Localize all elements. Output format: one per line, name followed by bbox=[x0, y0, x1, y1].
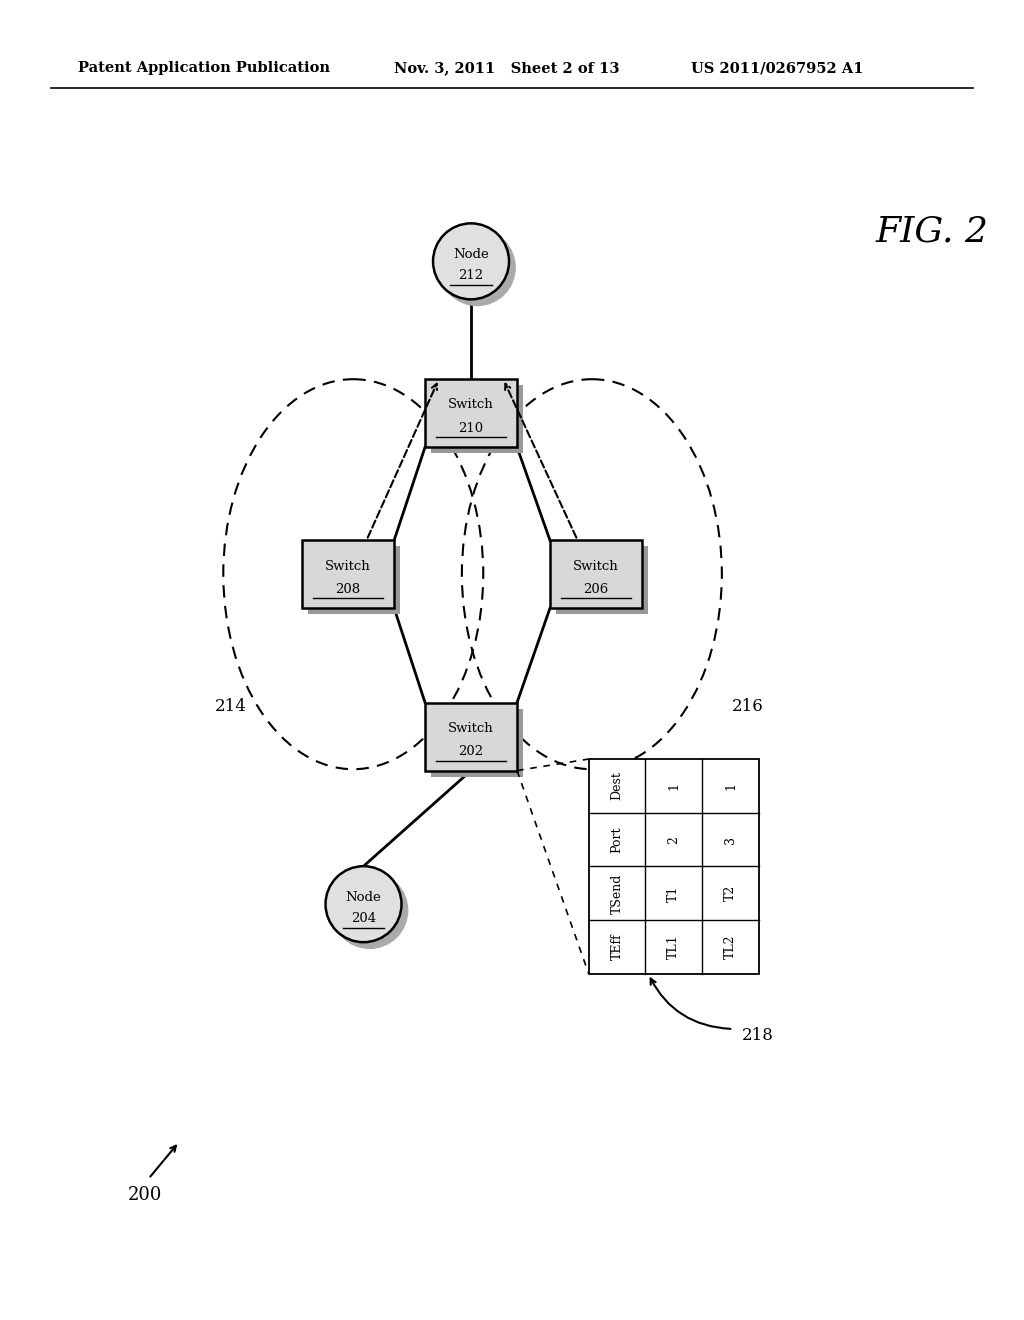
Text: 208: 208 bbox=[336, 582, 360, 595]
Bar bbox=[431, 385, 523, 453]
Text: T1: T1 bbox=[668, 886, 680, 902]
Text: Nov. 3, 2011   Sheet 2 of 13: Nov. 3, 2011 Sheet 2 of 13 bbox=[394, 61, 620, 75]
Text: Dest: Dest bbox=[610, 771, 624, 800]
Text: Node: Node bbox=[454, 248, 488, 261]
Text: 2: 2 bbox=[668, 836, 680, 843]
Text: 210: 210 bbox=[459, 421, 483, 434]
Text: 212: 212 bbox=[459, 269, 483, 282]
Text: Switch: Switch bbox=[449, 399, 494, 412]
Bar bbox=[556, 546, 648, 614]
Circle shape bbox=[433, 223, 509, 300]
Text: Patent Application Publication: Patent Application Publication bbox=[78, 61, 330, 75]
Text: 216: 216 bbox=[732, 698, 764, 714]
Text: 206: 206 bbox=[584, 582, 608, 595]
Text: 204: 204 bbox=[351, 912, 376, 925]
Text: US 2011/0267952 A1: US 2011/0267952 A1 bbox=[691, 61, 863, 75]
Text: 1: 1 bbox=[668, 781, 680, 789]
Text: 3: 3 bbox=[724, 836, 737, 843]
Text: 218: 218 bbox=[741, 1027, 774, 1044]
Text: TEff: TEff bbox=[610, 933, 624, 961]
Text: T2: T2 bbox=[724, 886, 737, 902]
Text: FIG. 2: FIG. 2 bbox=[876, 214, 988, 248]
Text: TSend: TSend bbox=[610, 874, 624, 913]
Text: 202: 202 bbox=[459, 744, 483, 758]
Bar bbox=[589, 759, 759, 974]
Bar bbox=[308, 546, 400, 614]
Circle shape bbox=[439, 230, 515, 305]
Circle shape bbox=[326, 866, 401, 942]
Bar bbox=[431, 709, 523, 776]
Text: Port: Port bbox=[610, 826, 624, 853]
Circle shape bbox=[332, 873, 408, 948]
Text: TL2: TL2 bbox=[724, 935, 737, 960]
Text: Node: Node bbox=[346, 891, 381, 904]
Text: Switch: Switch bbox=[449, 722, 494, 735]
Bar bbox=[425, 379, 517, 447]
Bar bbox=[425, 702, 517, 771]
Text: Switch: Switch bbox=[573, 560, 618, 573]
Text: TL1: TL1 bbox=[668, 935, 680, 960]
Text: Switch: Switch bbox=[326, 560, 371, 573]
Text: 200: 200 bbox=[128, 1185, 163, 1204]
Bar bbox=[302, 540, 394, 609]
Text: 1: 1 bbox=[724, 781, 737, 789]
Text: 214: 214 bbox=[215, 698, 247, 714]
Bar bbox=[550, 540, 642, 609]
